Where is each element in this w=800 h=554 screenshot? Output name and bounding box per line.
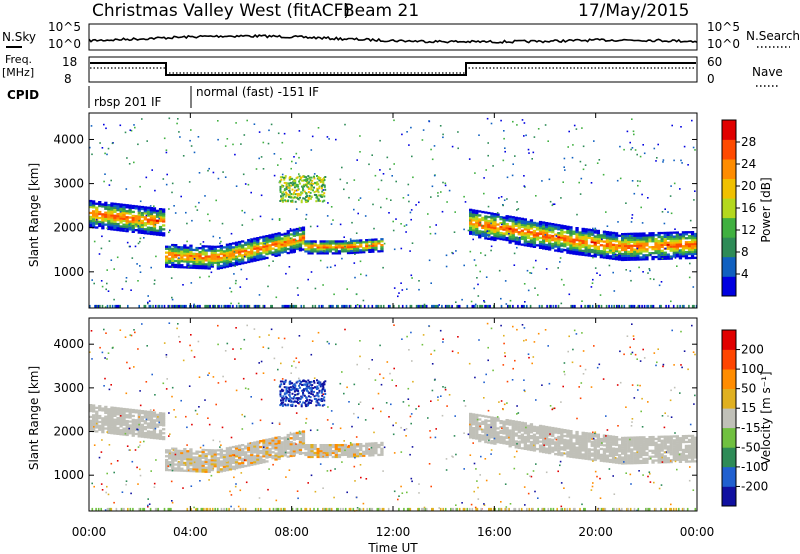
colorbar-tick-label: 24: [741, 157, 756, 171]
nsearch-tick-top: 10^5: [707, 20, 740, 34]
power-cells: [89, 117, 698, 309]
y-tick-label: 4000: [53, 132, 84, 146]
cpid-row: CPID rbsp 201 IF normal (fast) -151 IF: [7, 85, 319, 109]
colorbar-swatch: [722, 276, 736, 297]
colorbar-swatch: [722, 178, 736, 199]
colorbar-tick-label: -15: [741, 421, 761, 435]
colorbar-swatch: [722, 486, 736, 507]
freq-unit-label: [MHz]: [2, 66, 34, 79]
nsky-line: [88, 34, 698, 44]
colorbar-swatch: [722, 198, 736, 219]
colorbar-swatch: [722, 237, 736, 258]
colorbar-swatch: [722, 139, 736, 160]
velocity-y-axis: 4000 3000 2000 1000: [53, 337, 697, 482]
colorbar-swatch: [722, 369, 736, 389]
colorbar-tick-label: 20: [741, 179, 756, 193]
nsearch-tick-bottom: 10^0: [707, 37, 740, 51]
colorbar-tick-label: 12: [741, 223, 756, 237]
y-tick-label: 1000: [53, 265, 84, 279]
x-tick-label: 20:00: [578, 525, 613, 539]
cpid-label: CPID: [7, 88, 39, 102]
colorbar-swatch: [722, 159, 736, 179]
nave-label: Nave: [752, 65, 783, 79]
nave-tick-bottom: 0: [707, 72, 715, 86]
x-tick-label: 08:00: [274, 525, 309, 539]
x-tick-label: 00:00: [680, 525, 715, 539]
y-tick-label: 2000: [53, 221, 84, 235]
velocity-colorbar: 200 100 50 15 -15 -50 -100 -200: [721, 329, 768, 507]
time-x-axis: 00:00 04:00 08:00 12:00 16:00 20:00 00:00: [72, 113, 715, 539]
freq-line: [90, 62, 696, 76]
power-panel: 4000 3000 2000 1000 Slant Range [km]: [27, 112, 698, 309]
colorbar-tick-label: -100: [741, 460, 768, 474]
colorbar-tick-label: 100: [741, 362, 764, 376]
y-tick-label: 3000: [53, 177, 84, 191]
colorbar-swatch: [722, 256, 736, 277]
power-colorbar-label: Power [dB]: [759, 177, 773, 242]
velocity-cells: [89, 322, 698, 512]
velocity-panel: 4000 3000 2000 1000 Slant Range [km]: [27, 317, 698, 512]
colorbar-tick-label: 4: [741, 267, 749, 281]
x-tick-label: 00:00: [72, 525, 107, 539]
station-title: Christmas Valley West (fitACF): [92, 1, 350, 21]
beam-title: Beam 21: [343, 1, 419, 21]
date-title: 17/May/2015: [578, 1, 690, 21]
freq-tick-bottom: 8: [64, 72, 72, 86]
y-tick-label: 1000: [53, 468, 84, 482]
y-tick-label: 4000: [53, 337, 84, 351]
nave-tick-top: 60: [707, 55, 722, 69]
colorbar-swatch: [722, 330, 736, 350]
colorbar-tick-label: -50: [741, 440, 761, 454]
x-tick-label: 16:00: [477, 525, 512, 539]
velocity-ylabel: Slant Range [km]: [27, 366, 41, 470]
power-ylabel: Slant Range [km]: [27, 163, 41, 267]
colorbar-swatch: [722, 120, 736, 140]
colorbar-swatch: [722, 466, 736, 487]
y-tick-label: 2000: [53, 425, 84, 439]
nave-line: [90, 67, 696, 74]
x-tick-label: 04:00: [173, 525, 208, 539]
cpid-segment-1: rbsp 201 IF: [94, 95, 161, 109]
colorbar-swatch: [722, 447, 736, 468]
colorbar-tick-label: 15: [741, 401, 756, 415]
freq-label: Freq.: [5, 53, 32, 66]
colorbar-swatch: [722, 427, 736, 448]
nsearch-label: N.Search: [746, 29, 800, 43]
nsky-label: N.Sky: [2, 30, 36, 44]
colorbar-swatch: [722, 349, 736, 370]
nsky-tick-top: 10^5: [48, 20, 81, 34]
colorbar-tick-label: 28: [741, 135, 756, 149]
colorbar-tick-label: 50: [741, 382, 756, 396]
velocity-colorbar-label: Velocity [m s⁻¹]: [759, 371, 773, 464]
nsky-panel: N.Sky 10^5 10^0 10^5 10^0 N.Search: [2, 20, 800, 51]
x-tick-label: 12:00: [376, 525, 411, 539]
colorbar-swatch: [722, 388, 736, 409]
colorbar-tick-label: 16: [741, 201, 756, 215]
colorbar-tick-label: -200: [741, 479, 768, 493]
nsky-tick-bottom: 10^0: [48, 37, 81, 51]
power-colorbar: 28 24 20 16 12 8 4: [721, 119, 756, 297]
power-y-axis: 4000 3000 2000 1000: [53, 132, 697, 279]
freq-tick-top: 18: [62, 55, 77, 69]
colorbar-tick-label: 8: [741, 245, 749, 259]
cpid-segment-2: normal (fast) -151 IF: [196, 85, 319, 99]
freq-panel: Freq. [MHz] 18 8 60 0 Nave: [2, 53, 783, 87]
y-tick-label: 3000: [53, 381, 84, 395]
x-axis-label: Time UT: [367, 541, 418, 554]
colorbar-swatch: [722, 217, 736, 238]
colorbar-swatch: [722, 408, 736, 429]
colorbar-tick-label: 200: [741, 343, 764, 357]
